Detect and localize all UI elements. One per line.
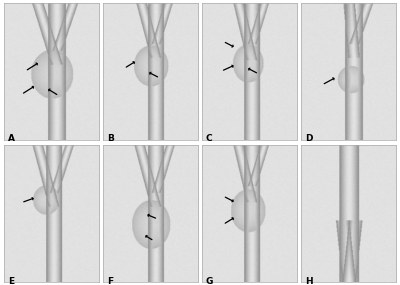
- Text: H: H: [305, 277, 312, 285]
- Text: G: G: [206, 277, 213, 285]
- Text: A: A: [8, 134, 15, 143]
- Text: F: F: [107, 277, 113, 285]
- Text: D: D: [305, 134, 312, 143]
- Text: C: C: [206, 134, 212, 143]
- Text: E: E: [8, 277, 14, 285]
- Text: B: B: [107, 134, 114, 143]
